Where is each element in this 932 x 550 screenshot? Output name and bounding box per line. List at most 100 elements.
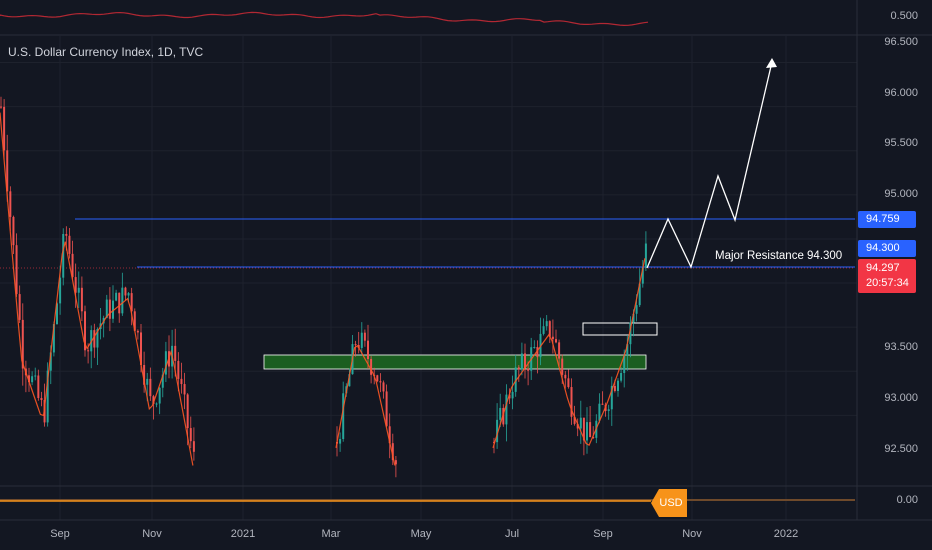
projection-arrowhead	[766, 58, 777, 68]
candle-body	[80, 287, 83, 312]
candle-body	[499, 407, 502, 420]
candles	[0, 96, 647, 478]
candle-body	[52, 324, 55, 353]
candle-body	[130, 293, 133, 312]
candle-body	[108, 299, 111, 319]
last-price-value: 94.297	[866, 262, 900, 274]
candle-body	[493, 441, 495, 443]
candle-body	[164, 351, 167, 375]
candle-body	[84, 311, 86, 351]
candle-body	[385, 391, 388, 427]
candle-body	[180, 378, 183, 385]
candle-body	[644, 243, 647, 268]
candle-body	[582, 417, 585, 441]
candle-body	[354, 344, 357, 346]
candle-body	[96, 328, 99, 348]
top-indicator-price-label: 0.500	[890, 10, 918, 22]
breakout-box[interactable]	[582, 322, 658, 336]
candle-body	[570, 387, 573, 417]
price-badge-94300[interactable]: 94.300	[858, 240, 916, 257]
candle-body	[37, 375, 40, 399]
candle-body	[641, 267, 644, 284]
candle-body	[505, 394, 508, 425]
candle-body	[152, 396, 155, 404]
candle-body	[339, 439, 342, 444]
candle-body	[342, 393, 345, 440]
candle-body	[617, 380, 619, 391]
candle-body	[536, 347, 539, 358]
candle-body	[186, 394, 189, 429]
candle-body	[18, 294, 21, 320]
grid	[0, 36, 857, 520]
candle-body	[56, 303, 58, 325]
candle-body	[388, 426, 391, 444]
price-axis-label: 95.500	[884, 137, 918, 149]
candle-body	[31, 376, 34, 383]
last-price-badge: 94.297 20:57:34	[858, 259, 916, 293]
candle-body	[610, 385, 613, 410]
candle-body	[192, 441, 195, 452]
candle-body	[124, 287, 127, 296]
candle-body	[623, 355, 626, 373]
candle-body	[93, 330, 96, 348]
candle-body	[121, 287, 124, 314]
candle-body	[626, 344, 629, 356]
time-axis-label: Nov	[682, 528, 702, 540]
candle-body	[183, 384, 186, 395]
candle-body	[9, 191, 12, 217]
demand-zone[interactable]	[263, 354, 647, 370]
candle-body	[74, 277, 77, 293]
candle-body	[601, 403, 604, 405]
price-axis-label: 95.000	[884, 188, 918, 200]
price-axis-label: 93.000	[884, 392, 918, 404]
major-resistance-label[interactable]: Major Resistance 94.300	[715, 250, 843, 262]
candle-body	[6, 150, 9, 192]
candle-body	[112, 300, 114, 319]
price-axis-label: 96.500	[884, 36, 918, 48]
candle-body	[555, 339, 557, 343]
candle-body	[161, 374, 164, 388]
candle-body	[149, 378, 152, 397]
candle-body	[105, 299, 108, 318]
usd-tag[interactable]: USD	[651, 489, 687, 517]
candle-body	[49, 352, 52, 371]
candle-body	[517, 367, 520, 370]
candle-body	[607, 409, 610, 412]
candle-body	[34, 375, 37, 377]
time-axis-label: May	[410, 528, 432, 540]
candle-body	[629, 322, 632, 345]
candle-body	[592, 437, 595, 439]
time-axis-label: Mar	[321, 528, 341, 540]
candle-body	[0, 106, 2, 108]
candle-body	[158, 387, 161, 404]
candle-body	[548, 321, 551, 337]
candle-body	[524, 353, 526, 369]
candle-body	[21, 319, 24, 369]
candle-body	[68, 235, 71, 254]
candle-body	[136, 330, 139, 333]
time-axis-label: 2021	[230, 528, 256, 540]
candle-body	[363, 332, 366, 341]
candle-body	[567, 378, 570, 388]
candle-body	[576, 423, 579, 429]
bottom-indicator-price-label: 0.00	[896, 494, 918, 506]
candle-body	[40, 398, 43, 401]
bar-countdown: 20:57:34	[866, 277, 909, 289]
candle-body	[146, 378, 149, 385]
candle-body	[620, 372, 623, 381]
candle-body	[579, 417, 582, 429]
candle-body	[551, 336, 554, 340]
projection-path[interactable]	[646, 61, 773, 269]
top-indicator-line	[0, 11, 649, 27]
candle-body	[46, 370, 49, 423]
candle-body	[533, 347, 536, 349]
candle-body	[638, 283, 641, 306]
time-axis-label: Sep	[50, 528, 70, 540]
candle-body	[15, 245, 18, 295]
candle-body	[348, 374, 351, 387]
candle-body	[177, 360, 180, 379]
chart-title: U.S. Dollar Currency Index, 1D, TVC	[8, 45, 204, 59]
price-badge-94759[interactable]: 94.759	[858, 211, 916, 228]
candle-body	[391, 443, 394, 461]
